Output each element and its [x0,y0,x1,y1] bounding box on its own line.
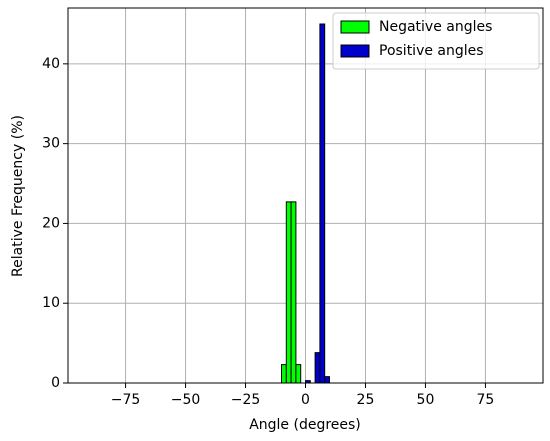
bar [314,352,321,384]
grid [68,8,543,384]
x-tick-label: 25 [357,392,375,408]
y-tick-label: 20 [42,215,60,231]
bar [285,201,292,384]
y-tick-label: 40 [42,56,60,72]
y-axis-label: Relative Frequency (%) [10,115,26,277]
plot-frame [67,7,544,384]
bar [290,201,297,384]
x-tick-label: −50 [171,392,201,408]
y-tick-label: 0 [51,375,60,391]
y-tick-label: 30 [42,136,60,152]
bar [281,364,287,384]
legend-label: Positive angles [379,43,484,59]
legend: Negative angles Positive angles [332,12,540,70]
x-axis-label: Angle (degrees) [249,417,361,433]
x-tick-label: −25 [231,392,261,408]
x-tick-label: −75 [111,392,141,408]
legend-box [332,12,540,70]
legend-swatch [340,44,370,58]
legend-swatch [340,20,370,34]
y-tick-label: 10 [42,295,60,311]
x-tick-label: 0 [301,392,310,408]
legend-label: Negative angles [379,19,492,35]
bar [319,23,326,384]
x-tick-label: 50 [417,392,435,408]
bar [295,364,302,384]
x-tick-label: 75 [477,392,495,408]
bar [324,376,330,384]
